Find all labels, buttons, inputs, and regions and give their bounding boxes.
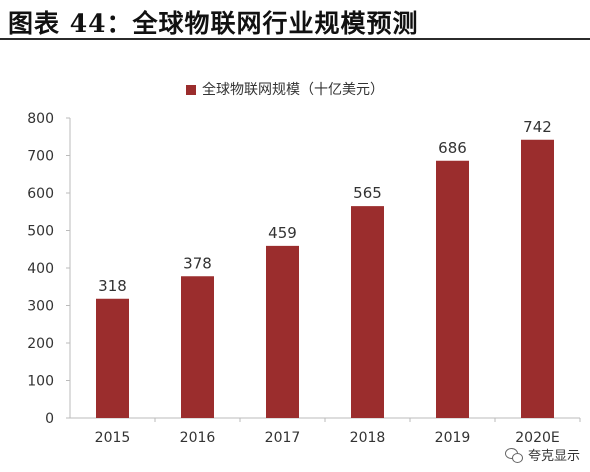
bar xyxy=(266,245,299,418)
wechat-icon xyxy=(504,447,523,463)
y-tick-label: 700 xyxy=(27,149,54,165)
y-tick-label: 400 xyxy=(27,261,54,277)
data-label: 459 xyxy=(268,224,297,242)
y-tick-label: 600 xyxy=(27,186,54,202)
data-label: 742 xyxy=(523,118,552,136)
data-label: 565 xyxy=(353,184,382,202)
data-label: 318 xyxy=(98,277,127,295)
data-label: 378 xyxy=(183,254,212,272)
bar xyxy=(436,160,469,418)
y-tick-label: 200 xyxy=(27,336,54,352)
bar xyxy=(351,206,384,418)
y-tick-label: 800 xyxy=(27,111,54,127)
bar xyxy=(181,276,214,418)
legend-label: 全球物联网规模（十亿美元） xyxy=(202,81,384,98)
watermark-text: 夸克显示 xyxy=(527,449,580,464)
y-tick-label: 300 xyxy=(27,299,54,315)
data-label: 686 xyxy=(438,139,467,157)
x-tick-label: 2016 xyxy=(180,430,216,446)
legend-swatch xyxy=(186,85,196,95)
y-tick-label: 500 xyxy=(27,224,54,240)
x-tick-label: 2019 xyxy=(435,430,471,446)
x-tick-label: 2018 xyxy=(350,430,386,446)
bar xyxy=(521,139,554,418)
bar xyxy=(96,298,129,418)
figure-title: 图表 44：全球物联网行业规模预测 xyxy=(8,9,419,38)
x-tick-label: 2015 xyxy=(95,430,131,446)
y-tick-label: 100 xyxy=(27,374,54,390)
x-tick-label: 2017 xyxy=(265,430,301,446)
x-tick-label: 2020E xyxy=(515,430,559,446)
watermark: 夸克显示 xyxy=(504,445,580,464)
y-tick-label: 0 xyxy=(45,411,54,427)
title-divider xyxy=(0,38,590,40)
